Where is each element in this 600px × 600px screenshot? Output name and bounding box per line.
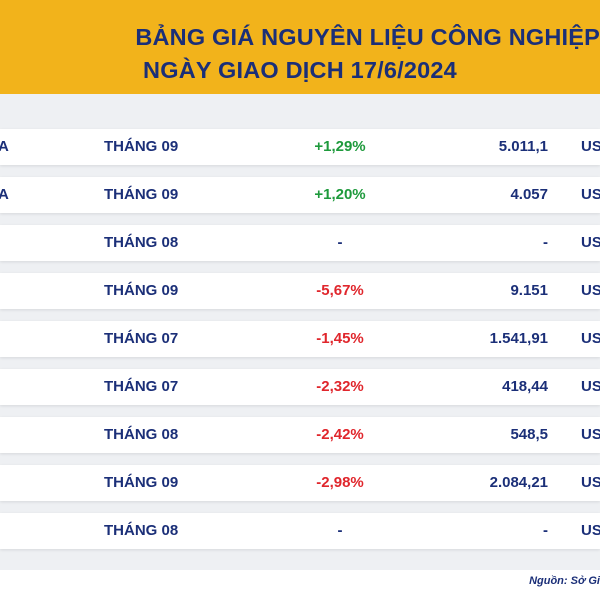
price-unit: US bbox=[581, 426, 600, 443]
commodity-name bbox=[0, 369, 10, 405]
table-row: THÁNG 09 -2,98% 2.084,21 US bbox=[0, 465, 600, 501]
commodity-name: A bbox=[0, 138, 9, 155]
contract-month: THÁNG 07 bbox=[104, 378, 179, 395]
footer bbox=[0, 570, 600, 600]
contract-month: THÁNG 08 bbox=[104, 234, 179, 251]
price-unit: US bbox=[581, 378, 600, 395]
price-change: +1,20% bbox=[314, 186, 366, 203]
commodity-name bbox=[0, 321, 10, 357]
price-value: 5.011,1 bbox=[498, 138, 548, 155]
price-change: -2,42% bbox=[316, 426, 364, 443]
commodity-name: A bbox=[0, 186, 9, 203]
price-unit: US bbox=[581, 522, 600, 539]
source-note: Nguồn: Sở Gi bbox=[529, 575, 600, 587]
price-unit: US bbox=[581, 474, 600, 491]
price-value: 9.151 bbox=[510, 282, 548, 299]
price-unit: US bbox=[581, 186, 600, 203]
price-change: -2,32% bbox=[316, 378, 364, 395]
price-change: +1,29% bbox=[314, 138, 366, 155]
price-unit: US bbox=[581, 138, 600, 155]
commodity-name bbox=[0, 513, 10, 549]
table-row: THÁNG 08 -2,42% 548,5 US bbox=[0, 417, 600, 453]
commodity-name bbox=[0, 417, 10, 453]
header-banner: BẢNG GIÁ NGUYÊN LIỆU CÔNG NGHIỆP NGÀY GI… bbox=[0, 0, 600, 94]
table-row: THÁNG 07 -2,32% 418,44 US bbox=[0, 369, 600, 405]
price-change: -1,45% bbox=[316, 330, 364, 347]
table-row: THÁNG 08 - - US bbox=[0, 225, 600, 261]
price-change: -5,67% bbox=[316, 282, 364, 299]
commodity-name bbox=[0, 273, 10, 309]
contract-month: THÁNG 09 bbox=[104, 186, 179, 203]
contract-month: THÁNG 09 bbox=[104, 474, 179, 491]
page-title: BẢNG GIÁ NGUYÊN LIỆU CÔNG NGHIỆP bbox=[135, 24, 600, 50]
price-value: 2.084,21 bbox=[489, 474, 548, 491]
contract-month: THÁNG 08 bbox=[104, 522, 179, 539]
price-value: 1.541,91 bbox=[489, 330, 548, 347]
price-value: - bbox=[543, 522, 548, 539]
price-change: - bbox=[337, 234, 343, 251]
price-value: 548,5 bbox=[510, 426, 548, 443]
contract-month: THÁNG 09 bbox=[104, 282, 179, 299]
commodity-name bbox=[0, 225, 10, 261]
table-row: A THÁNG 09 +1,29% 5.011,1 US bbox=[0, 129, 600, 165]
price-value: 4.057 bbox=[510, 186, 548, 203]
commodity-name bbox=[0, 465, 10, 501]
price-value: 418,44 bbox=[502, 378, 548, 395]
price-value: - bbox=[543, 234, 548, 251]
contract-month: THÁNG 08 bbox=[104, 426, 179, 443]
contract-month: THÁNG 07 bbox=[104, 330, 179, 347]
page-subtitle: NGÀY GIAO DỊCH 17/6/2024 bbox=[143, 57, 457, 83]
price-unit: US bbox=[581, 282, 600, 299]
table-row: THÁNG 08 - - US bbox=[0, 513, 600, 549]
table-row: THÁNG 09 -5,67% 9.151 US bbox=[0, 273, 600, 309]
price-table: A THÁNG 09 +1,29% 5.011,1 US A THÁNG 09 … bbox=[0, 94, 600, 570]
price-change: -2,98% bbox=[316, 474, 364, 491]
price-unit: US bbox=[581, 234, 600, 251]
price-unit: US bbox=[581, 330, 600, 347]
price-change: - bbox=[337, 522, 343, 539]
table-row: A THÁNG 09 +1,20% 4.057 US bbox=[0, 177, 600, 213]
contract-month: THÁNG 09 bbox=[104, 138, 179, 155]
table-row: THÁNG 07 -1,45% 1.541,91 US bbox=[0, 321, 600, 357]
